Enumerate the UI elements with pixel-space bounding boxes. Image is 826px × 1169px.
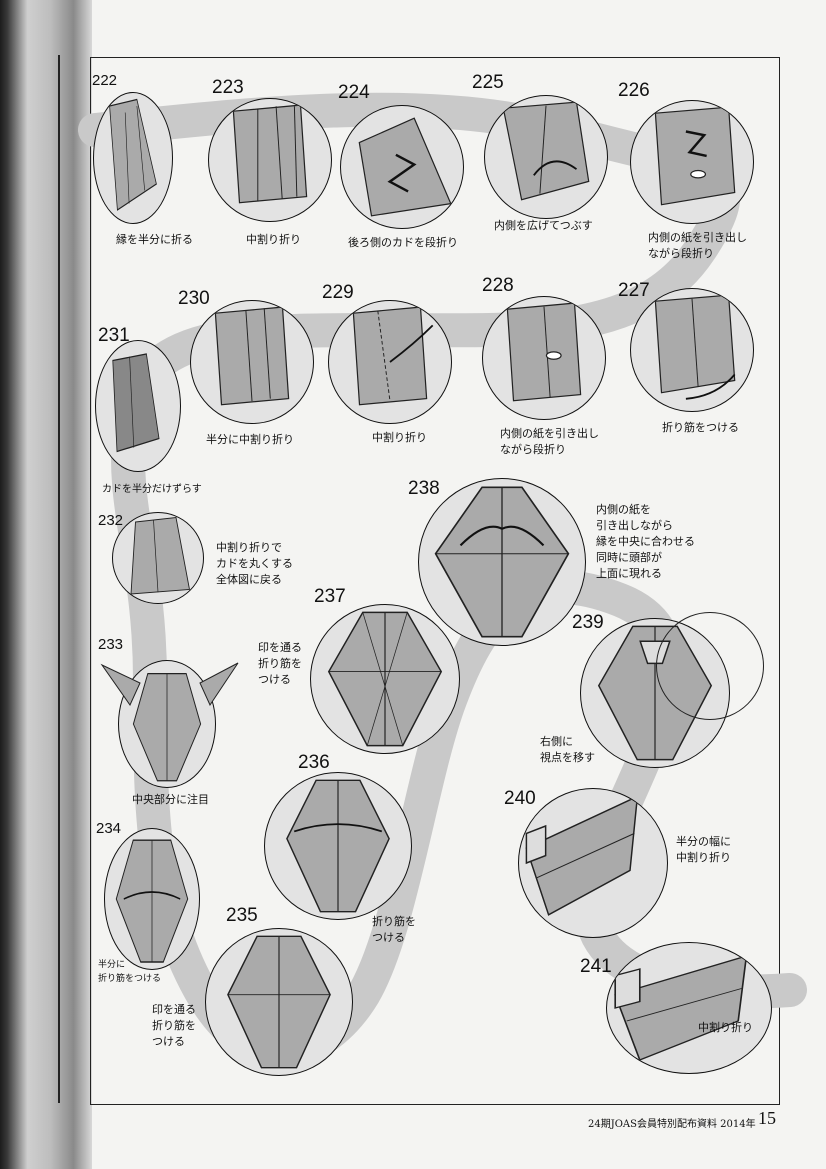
step-caption: 中央部分に注目 bbox=[132, 793, 209, 806]
step-number: 228 bbox=[482, 275, 514, 296]
step-caption: 後ろ側のカドを段折り bbox=[348, 236, 458, 249]
step-number: 230 bbox=[178, 288, 210, 309]
step-caption: 中割り折りで カドを丸くする 全体図に戻る bbox=[216, 541, 293, 586]
step-number: 224 bbox=[338, 82, 370, 103]
step-240-diagram bbox=[518, 788, 668, 938]
step-caption: 中割り折り bbox=[246, 233, 301, 246]
step-231-diagram bbox=[95, 340, 181, 472]
step-number: 241 bbox=[580, 956, 612, 977]
step-226-diagram bbox=[630, 100, 754, 224]
step-number: 238 bbox=[408, 478, 440, 499]
step-232-diagram bbox=[112, 512, 204, 604]
step-238-diagram bbox=[418, 478, 586, 646]
step-caption: 半分に中割り折り bbox=[206, 433, 294, 446]
step-number: 225 bbox=[472, 72, 504, 93]
step-number: 232 bbox=[98, 512, 124, 529]
step-caption: 印を通る 折り筋を つける bbox=[152, 1003, 196, 1048]
step-237-diagram bbox=[310, 604, 460, 754]
step-caption: 内側の紙を引き出し ながら段折り bbox=[648, 231, 747, 260]
step-224-diagram bbox=[340, 105, 464, 229]
left-page-edge bbox=[10, 55, 60, 1103]
step-222-diagram bbox=[93, 92, 173, 224]
step-number: 239 bbox=[572, 612, 604, 633]
step-223-diagram bbox=[208, 98, 332, 222]
step-caption: 半分に 折り筋をつける bbox=[98, 960, 162, 984]
step-235-diagram bbox=[205, 928, 353, 1076]
step-caption: 内側を広げてつぶす bbox=[494, 219, 593, 232]
step-caption: 中割り折り bbox=[698, 1021, 753, 1034]
step-227-diagram bbox=[630, 288, 754, 412]
step-number: 236 bbox=[298, 752, 330, 773]
step-234-diagram bbox=[104, 828, 200, 970]
step-number: 226 bbox=[618, 80, 650, 101]
step-229-diagram bbox=[328, 300, 452, 424]
step-caption: 右側に 視点を移す bbox=[540, 735, 595, 764]
step-number: 229 bbox=[322, 282, 354, 303]
step-228-diagram bbox=[482, 296, 606, 420]
step-number: 227 bbox=[618, 280, 650, 301]
publication-footer: 24期JOAS会員特別配布資料 2014年 bbox=[588, 1119, 756, 1130]
step-caption: 折り筋をつける bbox=[662, 421, 739, 434]
step-number: 233 bbox=[98, 636, 124, 653]
step-241-diagram bbox=[606, 942, 772, 1074]
step-caption: 内側の紙を引き出し ながら段折り bbox=[500, 427, 599, 456]
step-number: 223 bbox=[212, 77, 244, 98]
step-caption: 印を通る 折り筋を つける bbox=[258, 641, 302, 686]
step-caption: 中割り折り bbox=[372, 431, 427, 444]
step-236-diagram bbox=[264, 772, 412, 920]
step-number: 222 bbox=[92, 72, 118, 89]
step-caption: 折り筋を つける bbox=[372, 915, 416, 944]
step-number: 237 bbox=[314, 586, 346, 607]
step-239-focus-ring bbox=[656, 612, 764, 720]
page-number: 15 bbox=[758, 1108, 776, 1128]
step-230-diagram bbox=[190, 300, 314, 424]
step-caption: 内側の紙を 引き出しながら 縁を中央に合わせる 同時に頭部が 上面に現れる bbox=[596, 503, 695, 580]
step-caption: 半分の幅に 中割り折り bbox=[676, 835, 731, 864]
book-spine-shadow bbox=[0, 0, 92, 1169]
step-number: 231 bbox=[98, 325, 130, 346]
page-frame bbox=[90, 57, 780, 1105]
step-number: 234 bbox=[96, 820, 122, 837]
step-225-diagram bbox=[484, 95, 608, 219]
step-number: 240 bbox=[504, 788, 536, 809]
step-233-wings bbox=[100, 662, 239, 707]
step-caption: 縁を半分に折る bbox=[116, 233, 193, 246]
step-caption: カドを半分だけずらす bbox=[102, 484, 202, 495]
step-number: 235 bbox=[226, 905, 258, 926]
